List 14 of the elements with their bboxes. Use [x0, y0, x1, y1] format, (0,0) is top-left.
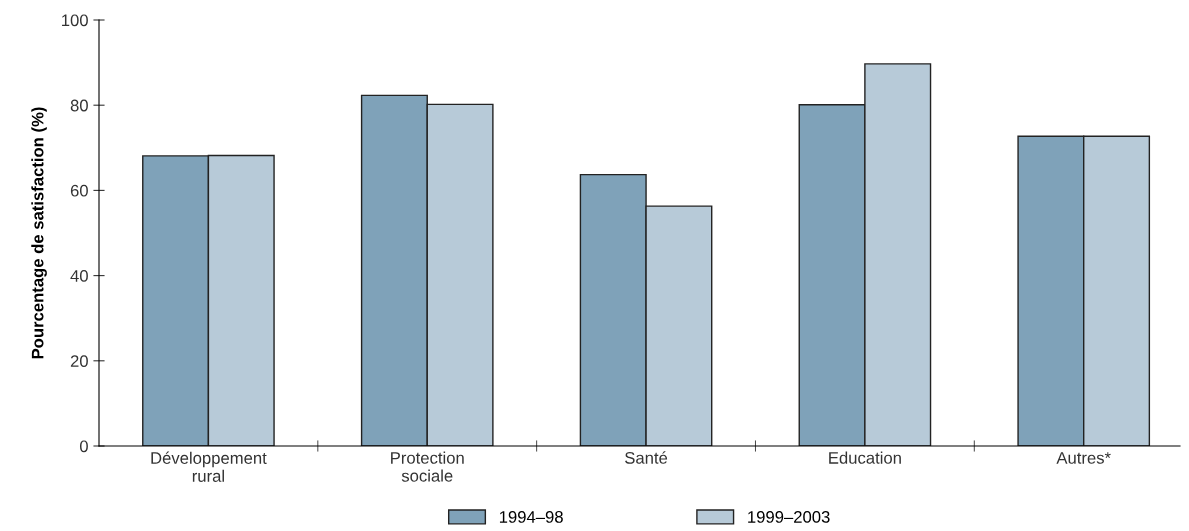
legend-label: 1999–2003: [748, 511, 830, 523]
x-tick-label: Santé: [625, 451, 668, 464]
y-tick-label: 0: [79, 440, 88, 453]
y-axis-title: Pourcentage de satisfaction (%): [31, 107, 47, 359]
y-tick-label: 40: [70, 270, 88, 282]
y-tick-label: 100: [62, 14, 88, 27]
x-tick-label: Education: [829, 451, 901, 464]
x-tick-label: Développement rural: [151, 451, 267, 482]
x-tick-label: Autres*: [1056, 452, 1111, 464]
y-tick-label: 60: [70, 184, 88, 197]
y-tick-label: 80: [70, 99, 88, 112]
x-tick-label: Protection sociale: [391, 451, 464, 482]
legend-label: 1994–98: [499, 511, 563, 523]
y-tick-label: 20: [70, 355, 88, 367]
